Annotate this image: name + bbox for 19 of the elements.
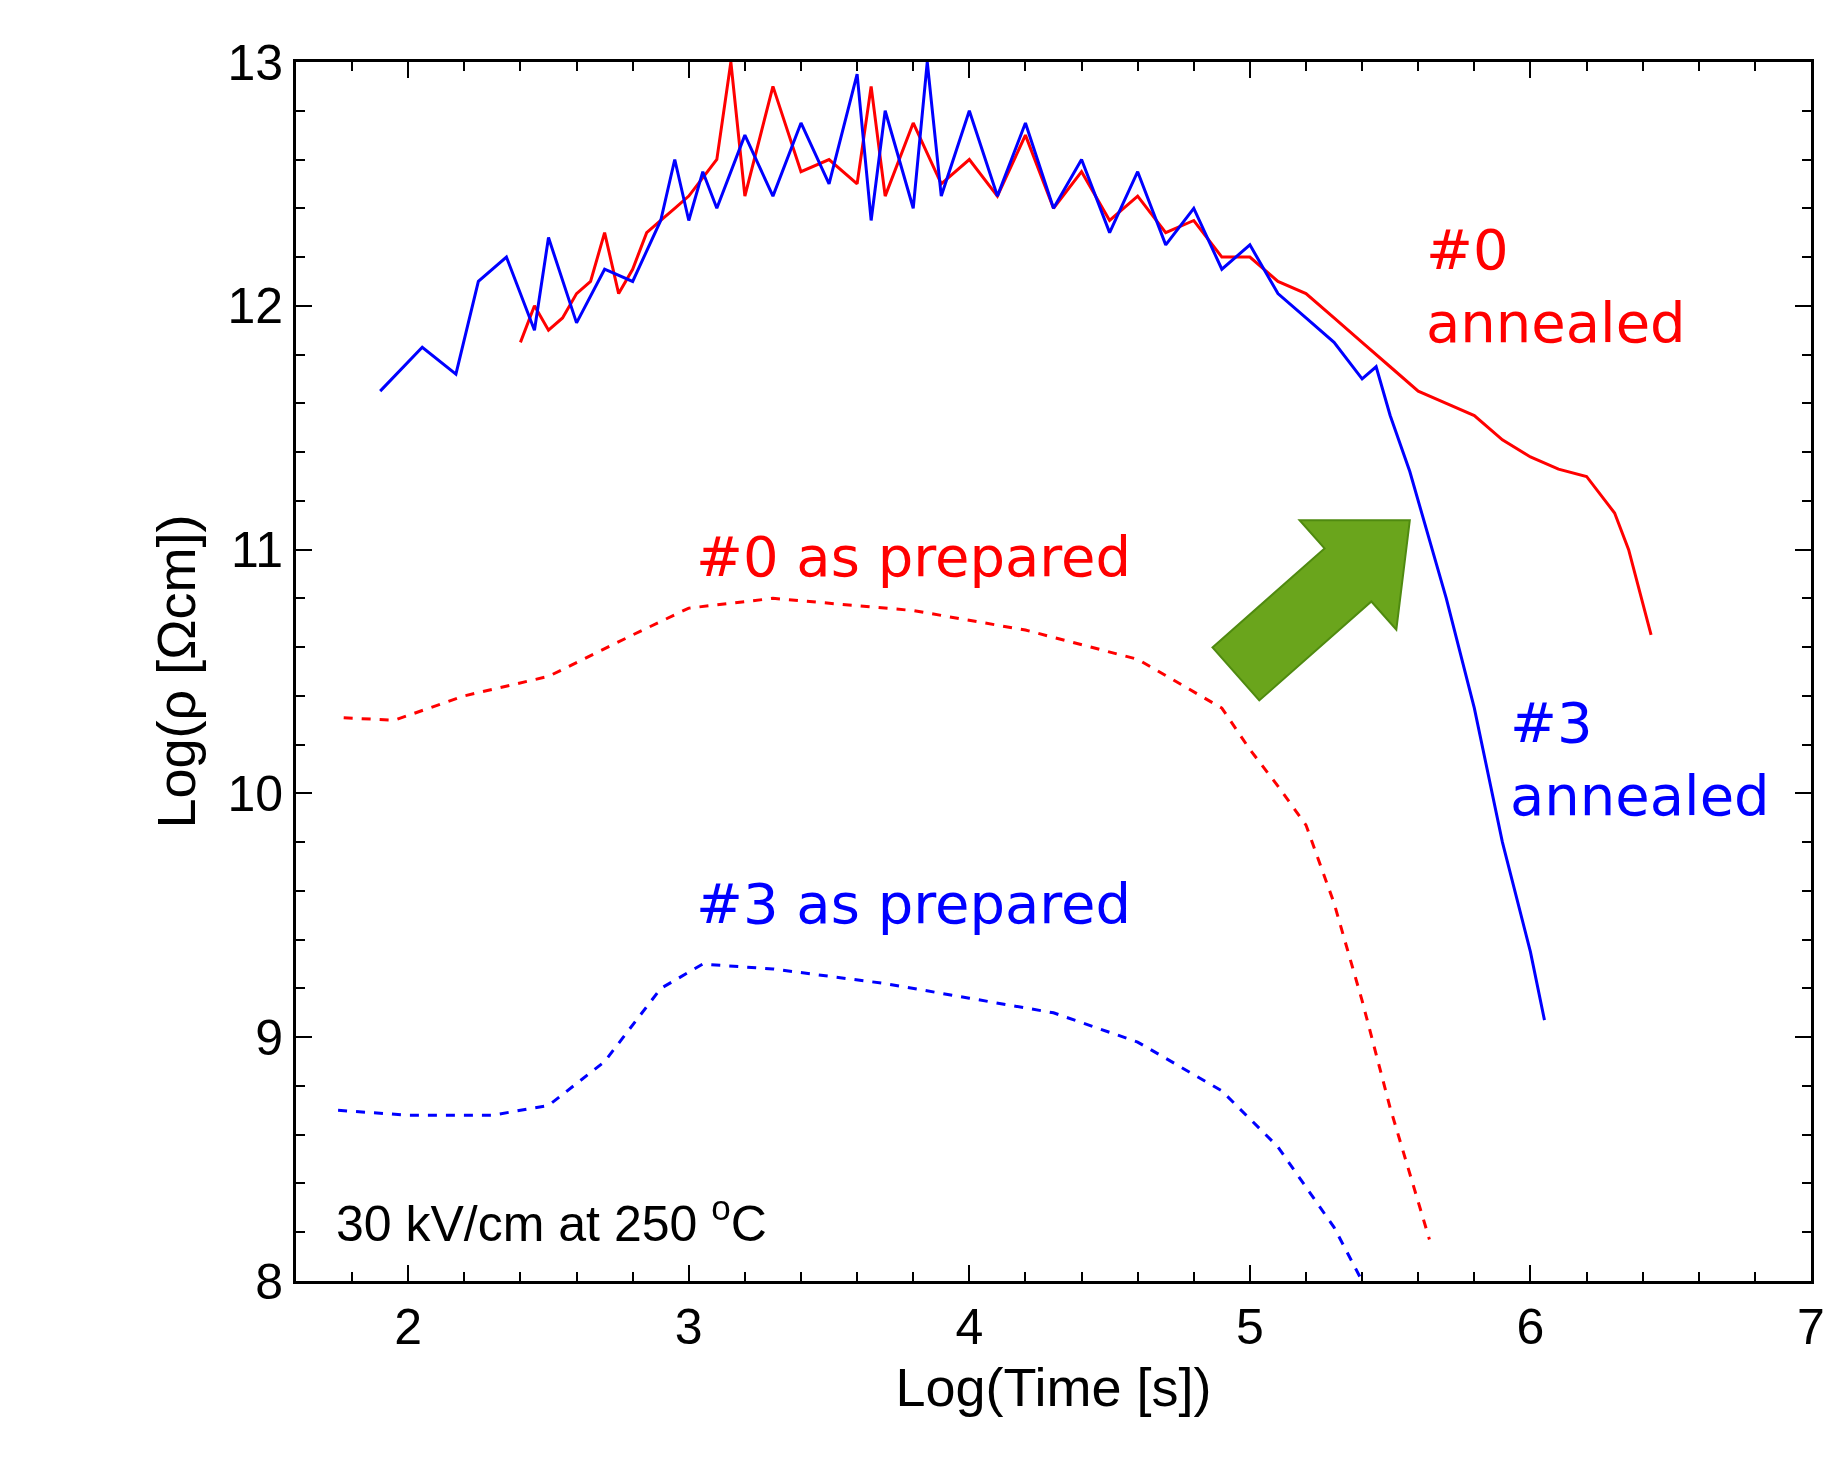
x-tick-label: 2 — [394, 1299, 423, 1355]
y-tick-label: 12 — [227, 278, 283, 335]
x-tick-label: 7 — [1797, 1299, 1825, 1355]
annotation: 30 kV/cm at 250 $^{o}$C — [336, 1188, 767, 1252]
x-tick-label: 4 — [955, 1299, 984, 1355]
y-tick-label: 8 — [255, 1253, 283, 1310]
x-tick-label: 5 — [1235, 1299, 1264, 1355]
series-label: #0 annealed — [1426, 217, 1686, 355]
series-label: #0 as prepared — [696, 524, 1132, 589]
x-tick-label: 6 — [1516, 1299, 1545, 1355]
y-tick-label: 9 — [255, 1009, 283, 1066]
series-label: #3 as prepared — [696, 871, 1132, 936]
y-tick-label: 11 — [231, 522, 283, 579]
series-label: #3 annealed — [1510, 690, 1770, 828]
y-tick-label: 13 — [227, 34, 283, 91]
x-axis-title: Log(Time [s]) — [895, 1357, 1212, 1418]
y-axis-title: Log(ρ [Ωcm]) — [145, 514, 206, 829]
x-tick-label: 3 — [674, 1299, 703, 1355]
y-tick-label: 10 — [227, 765, 283, 822]
